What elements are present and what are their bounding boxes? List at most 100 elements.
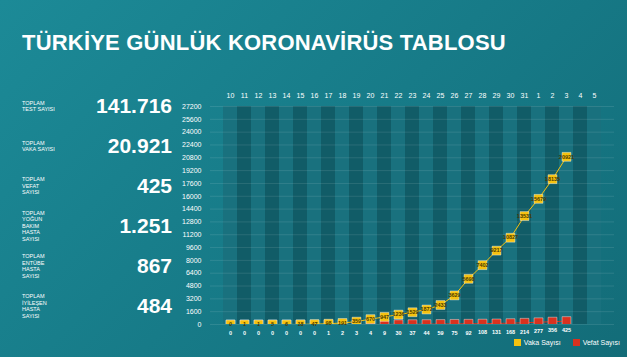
svg-text:0: 0 <box>299 330 302 336</box>
html-text:425: 425 <box>137 174 172 197</box>
svg-text:17: 17 <box>325 92 333 99</box>
svg-text:59: 59 <box>437 330 443 336</box>
svg-text:108: 108 <box>478 329 487 335</box>
svg-text:24000: 24000 <box>182 128 202 135</box>
svg-text:24: 24 <box>423 92 431 99</box>
html-text:TOPLAM İYİLEŞEN HASTA SAYISI: TOPLAM İYİLEŞEN HASTA SAYISI <box>22 293 47 319</box>
svg-text:131: 131 <box>492 329 501 335</box>
svg-text:92: 92 <box>465 330 471 336</box>
svg-text:27200: 27200 <box>182 103 202 110</box>
svg-text:5: 5 <box>593 92 597 99</box>
svg-text:29: 29 <box>493 92 501 99</box>
svg-text:0: 0 <box>285 330 288 336</box>
svg-text:18: 18 <box>339 92 347 99</box>
svg-text:13531: 13531 <box>517 213 532 219</box>
svg-text:13: 13 <box>269 92 277 99</box>
svg-text:1: 1 <box>243 321 246 327</box>
svg-text:37: 37 <box>409 330 415 336</box>
svg-text:20921: 20921 <box>559 154 574 160</box>
svg-text:0: 0 <box>271 330 274 336</box>
svg-text:22: 22 <box>395 92 403 99</box>
svg-text:7402: 7402 <box>476 262 488 268</box>
svg-text:1: 1 <box>257 321 260 327</box>
svg-text:98: 98 <box>325 320 331 326</box>
svg-text:30: 30 <box>507 92 515 99</box>
svg-text:22400: 22400 <box>182 141 202 148</box>
svg-text:1236: 1236 <box>392 311 404 317</box>
svg-text:19: 19 <box>353 92 361 99</box>
svg-text:31: 31 <box>521 92 529 99</box>
svg-text:20: 20 <box>367 92 375 99</box>
svg-text:1: 1 <box>537 92 541 99</box>
svg-text:2433: 2433 <box>434 302 446 308</box>
svg-text:3: 3 <box>565 92 569 99</box>
svg-text:23: 23 <box>409 92 417 99</box>
svg-text:15679: 15679 <box>531 196 546 202</box>
svg-text:0: 0 <box>229 330 232 336</box>
svg-text:359: 359 <box>352 318 361 324</box>
svg-text:4: 4 <box>579 92 583 99</box>
svg-text:17600: 17600 <box>182 180 202 187</box>
svg-text:0: 0 <box>243 330 246 336</box>
svg-text:214: 214 <box>520 329 530 335</box>
svg-text:2: 2 <box>551 92 555 99</box>
svg-text:277: 277 <box>534 328 543 334</box>
svg-text:1600: 1600 <box>186 308 202 315</box>
svg-text:4800: 4800 <box>186 282 202 289</box>
svg-text:1: 1 <box>327 330 330 336</box>
svg-text:3629: 3629 <box>448 292 460 298</box>
html-text:141.716: 141.716 <box>96 94 172 117</box>
svg-text:0: 0 <box>313 330 316 336</box>
svg-text:947: 947 <box>380 314 389 320</box>
svg-text:3200: 3200 <box>186 295 202 302</box>
svg-text:6: 6 <box>285 321 288 327</box>
svg-text:14400: 14400 <box>182 205 202 212</box>
svg-text:2: 2 <box>341 330 344 336</box>
svg-text:30: 30 <box>395 330 401 336</box>
svg-text:6400: 6400 <box>186 269 202 276</box>
svg-text:15: 15 <box>297 92 305 99</box>
svg-text:18135: 18135 <box>545 176 560 182</box>
svg-text:28: 28 <box>479 92 487 99</box>
svg-text:168: 168 <box>506 329 515 335</box>
svg-text:12800: 12800 <box>182 218 202 225</box>
html-text:20.921: 20.921 <box>107 134 172 157</box>
svg-text:3: 3 <box>355 330 358 336</box>
svg-text:9600: 9600 <box>186 244 202 251</box>
svg-text:14: 14 <box>283 92 291 99</box>
svg-text:18: 18 <box>297 321 303 327</box>
svg-text:0: 0 <box>198 321 202 328</box>
svg-text:47: 47 <box>311 321 317 327</box>
svg-text:25: 25 <box>437 92 445 99</box>
svg-text:4: 4 <box>369 330 373 336</box>
svg-text:356: 356 <box>548 327 557 333</box>
svg-text:11200: 11200 <box>183 231 202 238</box>
svg-text:0: 0 <box>229 321 232 327</box>
svg-text:44: 44 <box>423 330 430 336</box>
svg-text:11: 11 <box>241 92 248 99</box>
svg-text:9: 9 <box>383 330 386 336</box>
svg-text:1529: 1529 <box>406 309 418 315</box>
svg-text:8000: 8000 <box>186 257 202 264</box>
svg-text:425: 425 <box>562 327 571 333</box>
svg-text:670: 670 <box>366 316 375 322</box>
svg-text:1872: 1872 <box>420 306 432 312</box>
svg-text:12: 12 <box>255 92 263 99</box>
svg-text:75: 75 <box>451 330 457 336</box>
svg-text:19200: 19200 <box>182 167 202 174</box>
svg-text:25600: 25600 <box>182 116 202 123</box>
svg-text:16000: 16000 <box>182 193 202 200</box>
svg-text:9217: 9217 <box>490 247 502 253</box>
svg-text:26: 26 <box>451 92 459 99</box>
html-text:TÜRKİYE GÜNLÜK KORONAVİRÜS TAB: TÜRKİYE GÜNLÜK KORONAVİRÜS TABLOSU <box>22 30 506 55</box>
svg-text:5: 5 <box>271 321 274 327</box>
svg-text:10: 10 <box>227 92 235 99</box>
svg-text:10827: 10827 <box>503 234 518 240</box>
svg-text:27: 27 <box>465 92 473 99</box>
svg-text:21: 21 <box>381 92 389 99</box>
svg-text:16: 16 <box>311 92 319 99</box>
svg-text:191: 191 <box>338 320 347 326</box>
svg-text:0: 0 <box>257 330 260 336</box>
svg-text:5698: 5698 <box>462 276 474 282</box>
svg-text:20800: 20800 <box>182 154 202 161</box>
